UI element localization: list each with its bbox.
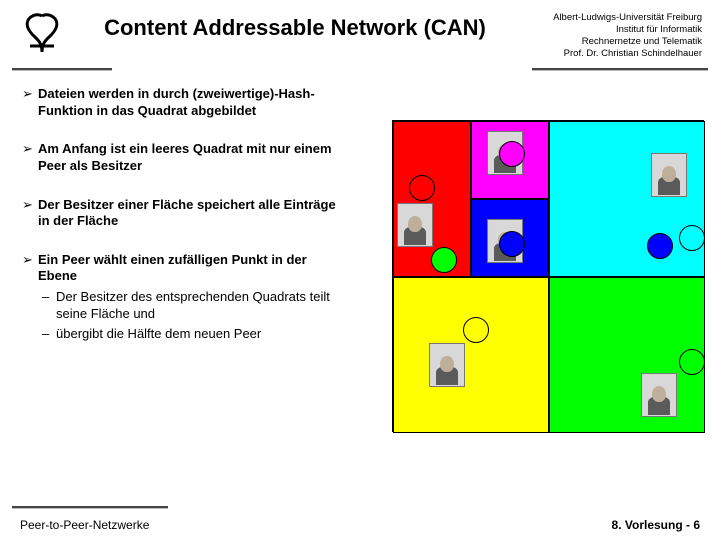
peer-marker — [679, 225, 705, 251]
peer-portrait — [429, 343, 465, 387]
uni-logo — [18, 10, 66, 58]
peer-portrait — [397, 203, 433, 247]
affil-line: Albert-Ludwigs-Universität Freiburg — [524, 12, 702, 24]
affiliation-block: Albert-Ludwigs-Universität Freiburg Inst… — [524, 10, 702, 60]
bullet-item: Der Besitzer einer Fläche speichert alle… — [24, 197, 340, 230]
peer-marker — [409, 175, 435, 201]
peer-marker — [499, 231, 525, 257]
affil-line: Institut für Informatik — [524, 24, 702, 36]
bullet-item: Dateien werden in durch (zweiwertige)-Ha… — [24, 86, 340, 119]
peer-marker — [431, 247, 457, 273]
peer-portrait — [651, 153, 687, 197]
can-zone — [549, 121, 705, 277]
can-diagram — [392, 120, 704, 432]
affil-line: Rechnernetze und Telematik — [524, 36, 702, 48]
bullet-list: Dateien werden in durch (zweiwertige)-Ha… — [24, 86, 340, 365]
affil-line: Prof. Dr. Christian Schindelhauer — [524, 48, 702, 60]
bullet-item: Am Anfang ist ein leeres Quadrat mit nur… — [24, 141, 340, 174]
bullet-text: Ein Peer wählt einen zufälligen Punkt in… — [38, 252, 307, 284]
peer-marker — [463, 317, 489, 343]
peer-marker — [647, 233, 673, 259]
bullet-item: Ein Peer wählt einen zufälligen Punkt in… — [24, 252, 340, 343]
sub-bullet: Der Besitzer des entsprechenden Quadrats… — [38, 289, 340, 322]
peer-marker — [499, 141, 525, 167]
sub-bullet: übergibt die Hälfte dem neuen Peer — [38, 326, 340, 343]
slide-title: Content Addressable Network (CAN) — [66, 10, 524, 42]
footer-left: Peer-to-Peer-Netzwerke — [20, 518, 149, 532]
peer-portrait — [641, 373, 677, 417]
divider-footer — [12, 506, 168, 508]
footer-right: 8. Vorlesung - 6 — [612, 518, 700, 532]
peer-marker — [679, 349, 705, 375]
divider-left — [12, 68, 112, 70]
can-zone — [393, 277, 549, 433]
divider-right — [532, 68, 708, 70]
